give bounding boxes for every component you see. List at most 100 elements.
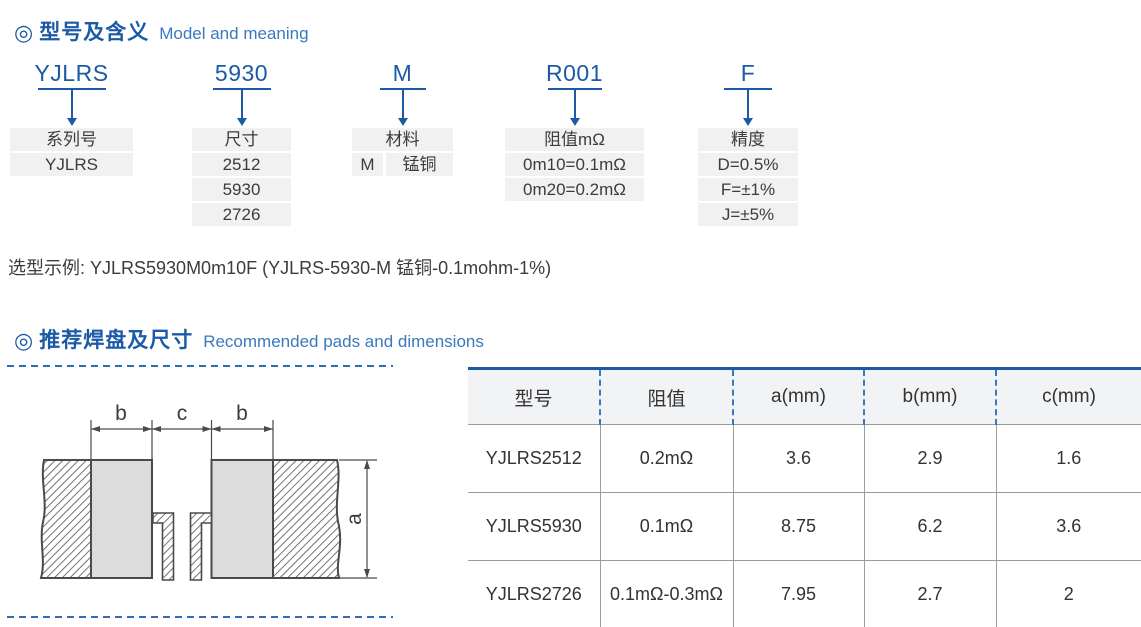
meaning-cell: YJLRS xyxy=(10,153,133,176)
table-cell: YJLRS5930 xyxy=(468,492,600,561)
table-cell: 0.2mΩ xyxy=(599,424,733,493)
arrow-stem xyxy=(747,90,749,118)
left-copper-hatch xyxy=(39,459,92,579)
left-terminal xyxy=(152,512,175,581)
table-cell: 3.6 xyxy=(732,424,864,493)
table-header-cell: a(mm) xyxy=(732,370,864,425)
dim-arrow xyxy=(152,426,161,432)
table-header-cell: b(mm) xyxy=(863,370,996,425)
table-row: YJLRS2512 0.2mΩ 3.6 2.9 1.6 xyxy=(468,424,1141,493)
code-underline xyxy=(37,88,106,90)
table-cell: 3.6 xyxy=(995,492,1141,561)
table-header-cell: 型号 xyxy=(468,370,600,425)
model-code: 5930 xyxy=(214,60,269,86)
meaning-row: 尺寸 xyxy=(192,128,291,151)
section2-bullseye-icon: ◎ xyxy=(14,328,34,353)
meaning-cell: D=0.5% xyxy=(698,153,798,176)
meaning-row: 系列号 xyxy=(10,128,133,151)
table-cell: 2.7 xyxy=(863,560,996,627)
meaning-rows: 尺寸 2512 5930 2726 xyxy=(192,128,291,226)
section1-title-en: Model and meaning xyxy=(159,24,309,43)
table-cell: 7.95 xyxy=(732,560,864,627)
down-arrow-icon xyxy=(569,118,580,126)
arrow-stem xyxy=(70,90,73,118)
section1-bullseye-icon: ◎ xyxy=(14,20,34,45)
table-row: YJLRS2726 0.1mΩ-0.3mΩ 7.95 2.7 2 xyxy=(468,560,1141,627)
pad-layout-drawing: b c b a xyxy=(39,402,377,581)
code-underline xyxy=(724,88,772,90)
meaning-row: 阻值mΩ xyxy=(505,128,644,151)
down-arrow-icon xyxy=(397,118,408,126)
meaning-cell: 2726 xyxy=(192,203,291,226)
section2-title-zh: 推荐焊盘及尺寸 xyxy=(39,329,194,352)
meaning-row: 2512 xyxy=(192,153,291,176)
right-copper-hatch xyxy=(272,459,342,579)
table-cell: 2 xyxy=(995,560,1141,627)
dashed-divider-top xyxy=(7,365,393,367)
meaning-row: 材料 xyxy=(352,128,453,151)
dim-arrow xyxy=(91,426,100,432)
arrow-stem xyxy=(401,90,404,118)
meaning-row: 2726 xyxy=(192,203,291,226)
arrow-stem xyxy=(240,90,243,118)
dim-arrow xyxy=(211,426,221,432)
meaning-rows: 系列号 YJLRS xyxy=(10,128,133,176)
model-code: F xyxy=(740,60,756,86)
model-column-YJLRS: YJLRS 系列号 YJLRS xyxy=(10,60,133,178)
meaning-cell: J=±5% xyxy=(698,203,798,226)
meaning-cell: 0m10=0.1mΩ xyxy=(505,153,644,176)
meaning-rows: 材料 M 锰铜 xyxy=(352,128,453,176)
meaning-rows: 精度 D=0.5% F=±1% J=±5% xyxy=(698,128,798,226)
dim-label-a: a xyxy=(343,513,366,525)
arrow-stem xyxy=(573,90,576,118)
model-code: M xyxy=(392,60,413,86)
model-column-F: F 精度 D=0.5% F=±1% J=±5% xyxy=(698,60,798,228)
right-terminal xyxy=(189,512,213,581)
table-cell: 6.2 xyxy=(863,492,996,561)
down-arrow-icon xyxy=(66,118,77,126)
code-underline xyxy=(212,88,271,90)
meaning-row: M 锰铜 xyxy=(352,153,453,176)
section2-title: ◎ 推荐焊盘及尺寸 Recommended pads and dimensions xyxy=(14,324,484,354)
dim-label-c: c xyxy=(177,402,188,425)
dim-label-b-left: b xyxy=(115,402,127,425)
meaning-row: D=0.5% xyxy=(698,153,798,176)
meaning-cell: 阻值mΩ xyxy=(505,128,644,151)
code-underline xyxy=(547,88,602,90)
model-column-M: M 材料 M 锰铜 xyxy=(352,60,453,178)
meaning-row: YJLRS xyxy=(10,153,133,176)
dim-arrow xyxy=(202,426,212,432)
meaning-cell: 锰铜 xyxy=(386,153,453,176)
table-header-cell: 阻值 xyxy=(599,370,733,425)
table-header-row: 型号 阻值 a(mm) b(mm) c(mm) xyxy=(468,370,1141,425)
dim-arrow xyxy=(143,426,152,432)
dim-label-b-right: b xyxy=(236,402,248,425)
model-column-5930: 5930 尺寸 2512 5930 2726 xyxy=(192,60,291,228)
meaning-row: F=±1% xyxy=(698,178,798,201)
section1-title-zh: 型号及含义 xyxy=(39,21,150,44)
meaning-rows: 阻值mΩ 0m10=0.1mΩ 0m20=0.2mΩ xyxy=(505,128,644,201)
meaning-cell: 5930 xyxy=(192,178,291,201)
meaning-row: 精度 xyxy=(698,128,798,151)
code-underline xyxy=(379,88,426,90)
meaning-row: 0m20=0.2mΩ xyxy=(505,178,644,201)
dim-arrow xyxy=(364,569,370,578)
pads-table: 型号 阻值 a(mm) b(mm) c(mm) YJLRS2512 0.2mΩ 3.6 2.9… xyxy=(468,370,1141,627)
table-cell: YJLRS2726 xyxy=(468,560,600,627)
meaning-cell: F=±1% xyxy=(698,178,798,201)
model-column-R001: R001 阻值mΩ 0m10=0.1mΩ 0m20=0.2mΩ xyxy=(505,60,644,203)
table-cell: YJLRS2512 xyxy=(468,424,600,493)
table-cell: 0.1mΩ-0.3mΩ xyxy=(599,560,733,627)
down-arrow-icon xyxy=(236,118,247,126)
table-cell: 8.75 xyxy=(732,492,864,561)
dim-arrow xyxy=(264,426,273,432)
table-row: YJLRS5930 0.1mΩ 8.75 6.2 3.6 xyxy=(468,492,1141,561)
section1-title: ◎ 型号及含义 Model and meaning xyxy=(14,16,309,46)
meaning-row: J=±5% xyxy=(698,203,798,226)
meaning-cell: 0m20=0.2mΩ xyxy=(505,178,644,201)
table-cell: 2.9 xyxy=(863,424,996,493)
selection-example: 选型示例: YJLRS5930M0m10F (YJLRS-5930-M 锰铜-0… xyxy=(8,258,552,278)
left-pad xyxy=(90,459,153,579)
table-cell: 0.1mΩ xyxy=(599,492,733,561)
